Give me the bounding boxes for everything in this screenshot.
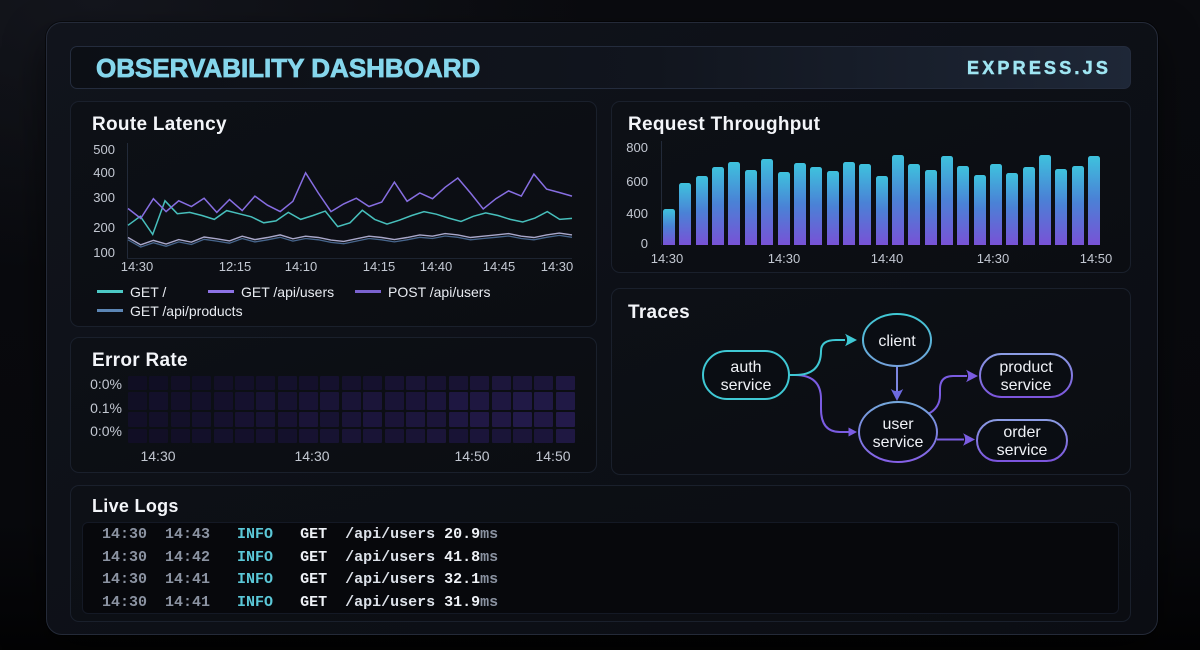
svg-text:client: client bbox=[878, 333, 916, 350]
svg-text:auth: auth bbox=[730, 359, 761, 376]
svg-text:service: service bbox=[721, 377, 772, 394]
svg-text:service: service bbox=[997, 442, 1048, 459]
svg-text:service: service bbox=[873, 434, 924, 451]
svg-text:order: order bbox=[1003, 424, 1041, 441]
svg-text:product: product bbox=[999, 359, 1053, 376]
svg-text:user: user bbox=[882, 416, 914, 433]
svg-text:service: service bbox=[1001, 377, 1052, 394]
